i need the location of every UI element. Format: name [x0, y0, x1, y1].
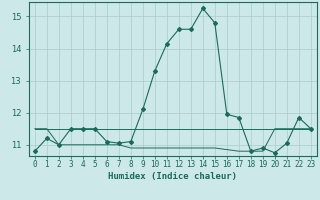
X-axis label: Humidex (Indice chaleur): Humidex (Indice chaleur)	[108, 172, 237, 181]
